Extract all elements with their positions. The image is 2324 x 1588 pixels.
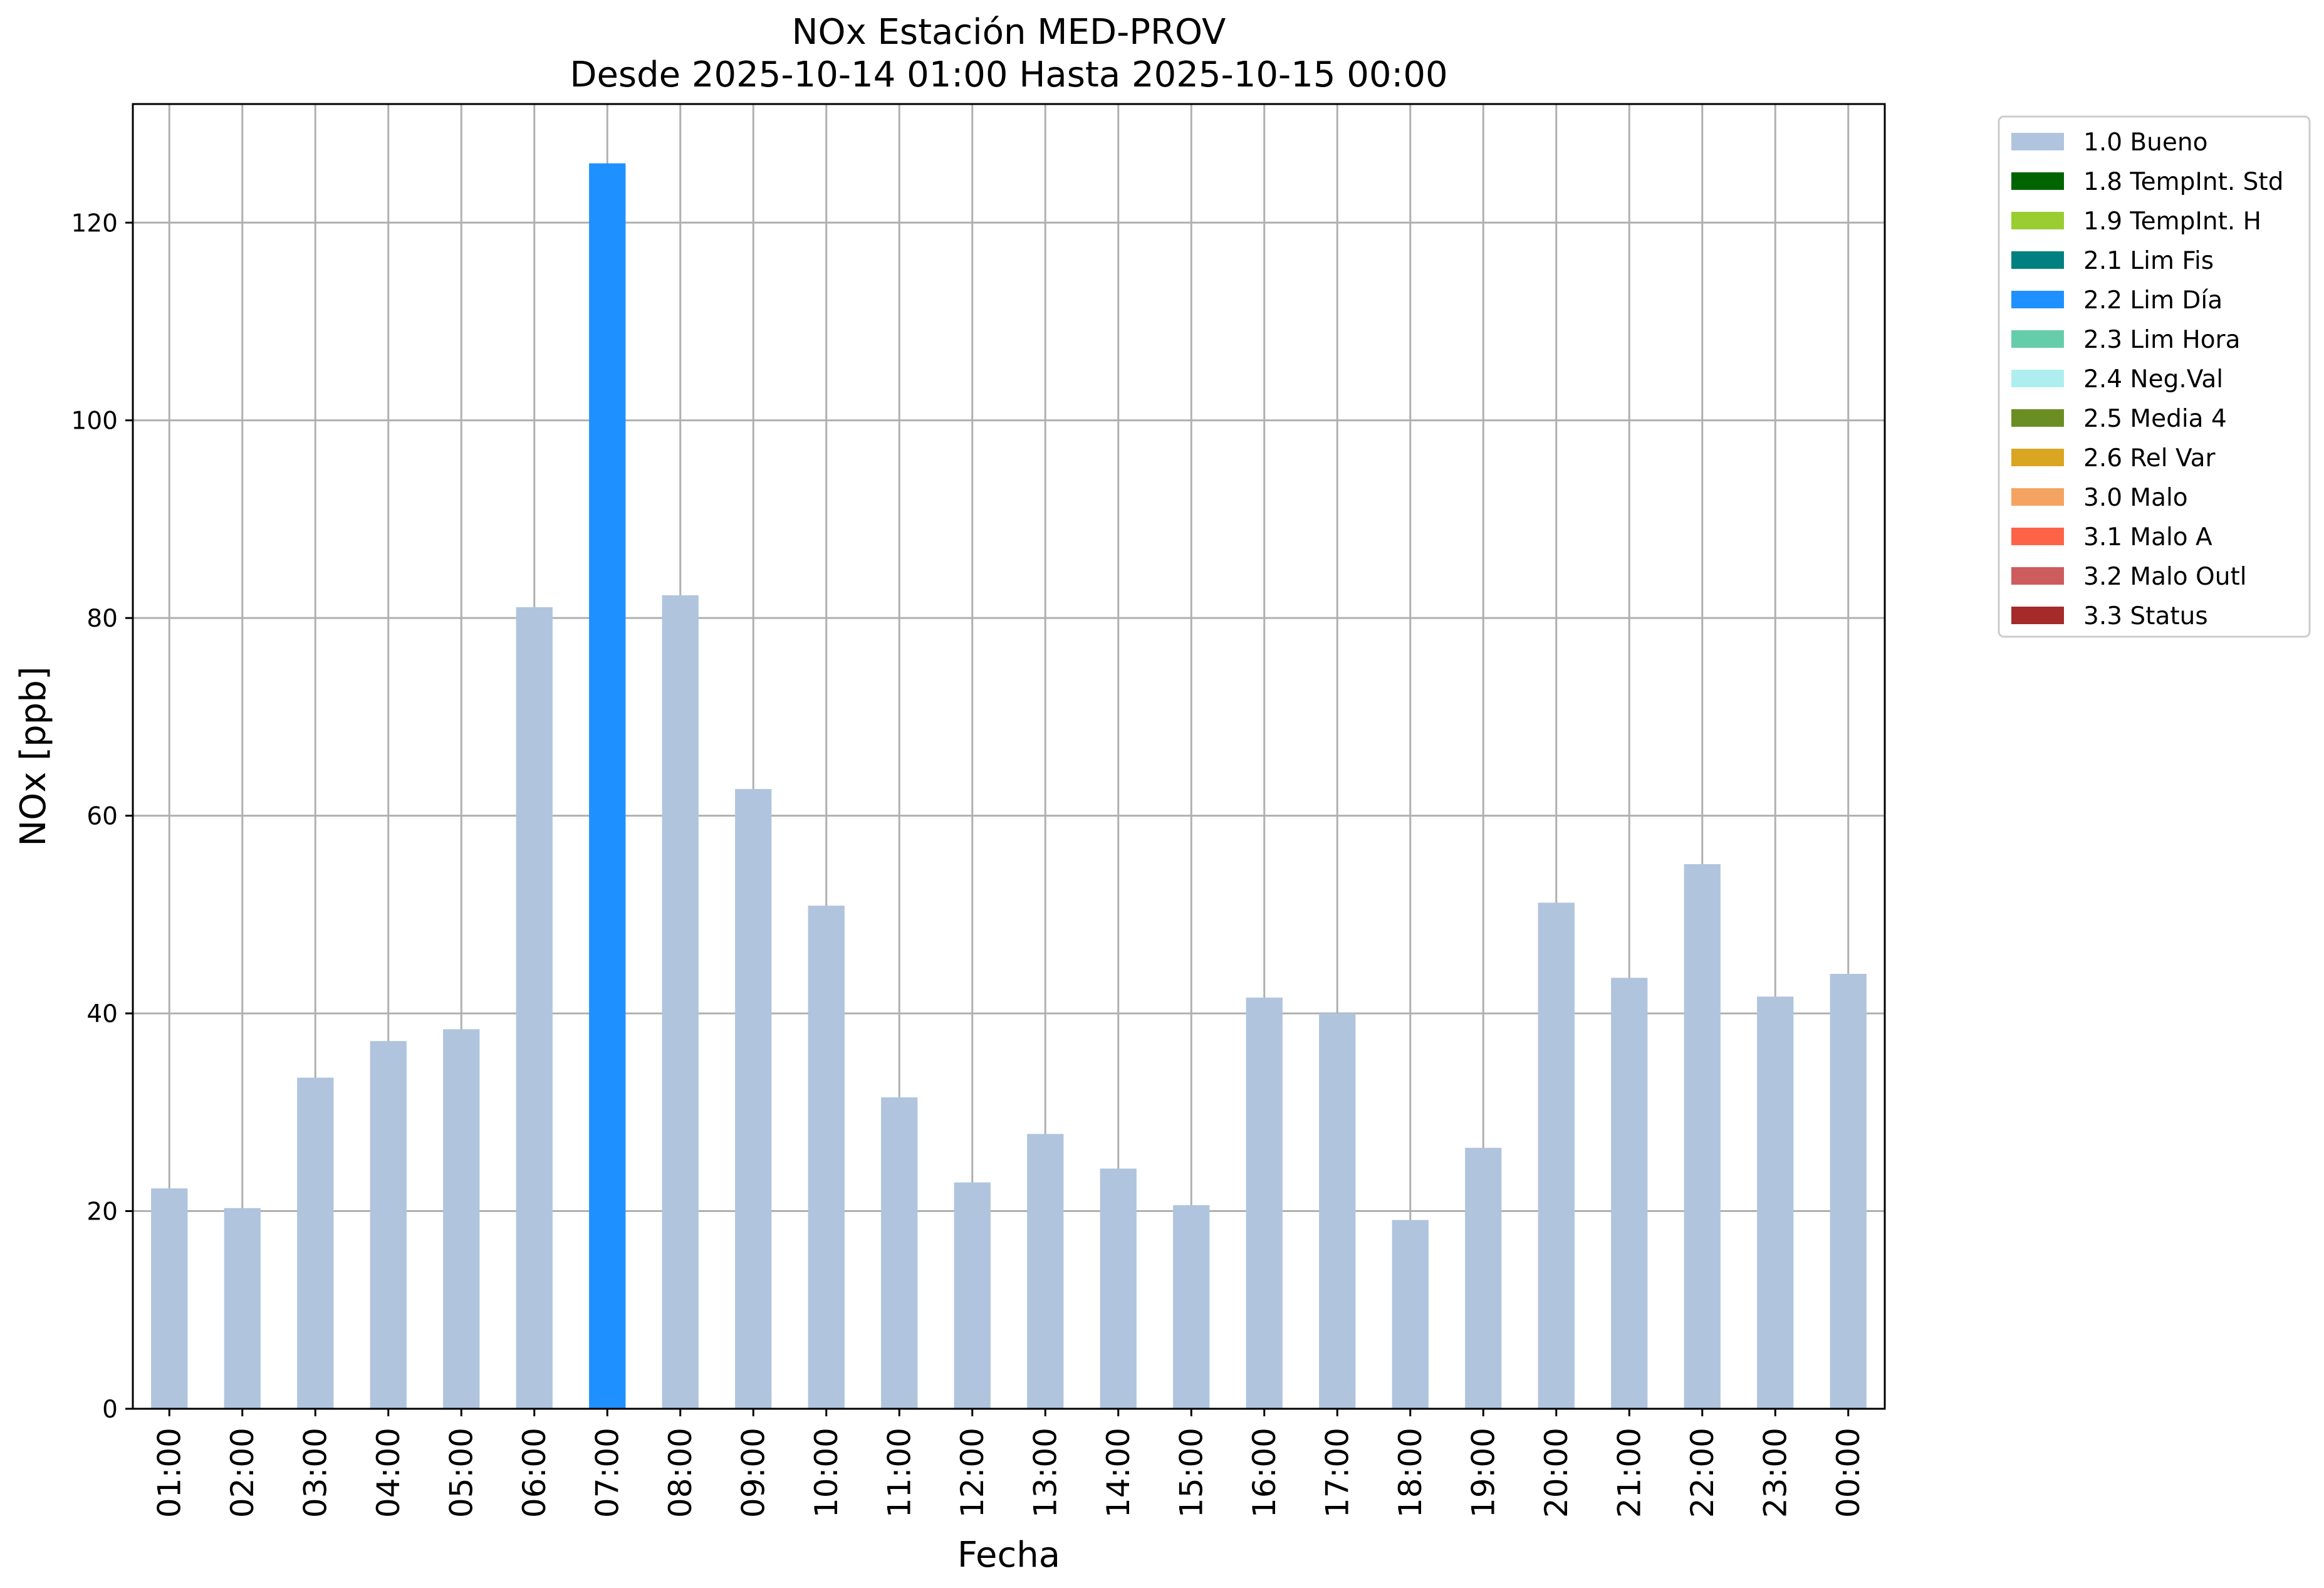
x-tick-label: 18:00: [1392, 1428, 1429, 1518]
plot-frame: [132, 103, 1886, 1410]
x-tick-label: 23:00: [1757, 1428, 1793, 1518]
legend-label: 1.8 TempInt. Std: [2083, 168, 2283, 196]
bar-1100: [881, 1097, 918, 1409]
legend-swatch: [2011, 528, 2064, 545]
legend-swatch: [2011, 251, 2064, 269]
legend-swatch: [2011, 330, 2064, 348]
legend-label: 3.0 Malo: [2083, 484, 2188, 512]
legend-swatch: [2011, 291, 2064, 308]
x-tick-label: 06:00: [516, 1428, 553, 1518]
legend-swatch: [2011, 409, 2064, 427]
x-tick-label: 20:00: [1538, 1428, 1575, 1518]
bar-1200: [954, 1182, 991, 1409]
x-tick-label: 02:00: [224, 1428, 261, 1518]
legend-label: 1.9 TempInt. H: [2083, 207, 2261, 236]
bar-1600: [1246, 997, 1283, 1409]
legend-swatch: [2011, 449, 2064, 466]
legend-swatch: [2011, 370, 2064, 387]
x-tick-label: 14:00: [1100, 1428, 1137, 1518]
x-tick-label: 19:00: [1465, 1428, 1501, 1518]
bar-0200: [224, 1208, 261, 1409]
legend-label: 2.5 Media 4: [2083, 405, 2227, 433]
x-tick-label: 00:00: [1830, 1428, 1867, 1518]
legend-swatch: [2011, 133, 2064, 150]
x-tick-label: 15:00: [1173, 1428, 1209, 1518]
bar-1900: [1465, 1147, 1502, 1409]
y-axis-ticks: 0 20 40 60 80 100 120: [71, 209, 133, 1424]
x-tick-label: 16:00: [1246, 1428, 1283, 1518]
bar-0700: [589, 163, 626, 1409]
x-tick-label: 05:00: [443, 1428, 479, 1518]
y-tick-label: 0: [102, 1396, 118, 1424]
x-axis-label: Fecha: [957, 1535, 1060, 1575]
legend-swatch: [2011, 488, 2064, 506]
bar-0300: [297, 1077, 334, 1409]
legend-frame: [1998, 115, 2311, 638]
bar-2100: [1611, 978, 1648, 1409]
x-tick-label: 21:00: [1611, 1428, 1647, 1518]
x-tick-label: 10:00: [808, 1428, 845, 1518]
y-tick-label: 40: [86, 1000, 118, 1028]
bars: [151, 163, 1867, 1409]
legend-label: 3.2 Malo Outl: [2083, 563, 2247, 591]
legend-label: 3.1 Malo A: [2083, 523, 2212, 551]
bar-1500: [1173, 1205, 1210, 1409]
y-tick-label: 80: [86, 605, 118, 633]
chart-subtitle: Desde 2025-10-14 01:00 Hasta 2025-10-15 …: [570, 55, 1447, 95]
y-tick-label: 120: [71, 209, 118, 238]
legend-swatch: [2011, 212, 2064, 229]
legend-swatch: [2011, 172, 2064, 190]
legend-label: 2.2 Lim Día: [2083, 286, 2222, 315]
y-tick-label: 60: [86, 803, 118, 831]
bar-1400: [1100, 1168, 1137, 1409]
bar-2300: [1757, 996, 1794, 1409]
x-tick-label: 12:00: [954, 1428, 991, 1518]
bar-2000: [1538, 902, 1575, 1409]
bar-0400: [370, 1041, 407, 1409]
legend-label: 2.1 Lim Fis: [2083, 247, 2214, 275]
legend-label: 2.3 Lim Hora: [2083, 326, 2241, 354]
bar-0900: [735, 789, 772, 1409]
bar-0500: [443, 1029, 480, 1409]
x-tick-label: 04:00: [370, 1428, 407, 1518]
y-tick-label: 20: [86, 1198, 118, 1226]
legend-swatch: [2011, 567, 2064, 585]
bar-1000: [808, 906, 845, 1409]
x-tick-label: 17:00: [1319, 1428, 1355, 1518]
y-axis-label: NOx [ppb]: [13, 666, 54, 846]
bar-0800: [662, 595, 699, 1409]
bar-0000: [1830, 974, 1867, 1409]
x-tick-label: 22:00: [1684, 1428, 1721, 1518]
x-tick-label: 09:00: [735, 1428, 771, 1518]
x-tick-label: 13:00: [1027, 1428, 1063, 1518]
bar-0600: [516, 607, 553, 1409]
legend: 1.0 Bueno 1.8 TempInt. Std 1.9 TempInt. H 2…: [1998, 115, 2311, 638]
legend-label: 3.3 Status: [2083, 602, 2208, 630]
x-axis-ticks: 01:00 02:00 03:00 04:00 05:00 06:00 07:00 08:00…: [151, 1409, 1867, 1518]
bar-0100: [151, 1188, 188, 1409]
x-tick-label: 01:00: [151, 1428, 187, 1518]
x-tick-label: 03:00: [297, 1428, 333, 1518]
x-tick-label: 07:00: [589, 1428, 625, 1518]
legend-label: 1.0 Bueno: [2083, 128, 2207, 157]
y-tick-label: 100: [71, 407, 118, 436]
bar-2200: [1684, 864, 1721, 1409]
bar-1800: [1392, 1220, 1429, 1409]
legend-label: 2.4 Neg.Val: [2083, 365, 2223, 394]
bar-1300: [1027, 1134, 1064, 1409]
legend-label: 2.6 Rel Var: [2083, 444, 2216, 473]
bar-1700: [1319, 1013, 1356, 1409]
chart-title: NOx Estación MED-PROV: [792, 12, 1226, 53]
x-tick-label: 08:00: [662, 1428, 699, 1518]
legend-swatch: [2011, 607, 2064, 624]
x-tick-label: 11:00: [881, 1428, 917, 1518]
